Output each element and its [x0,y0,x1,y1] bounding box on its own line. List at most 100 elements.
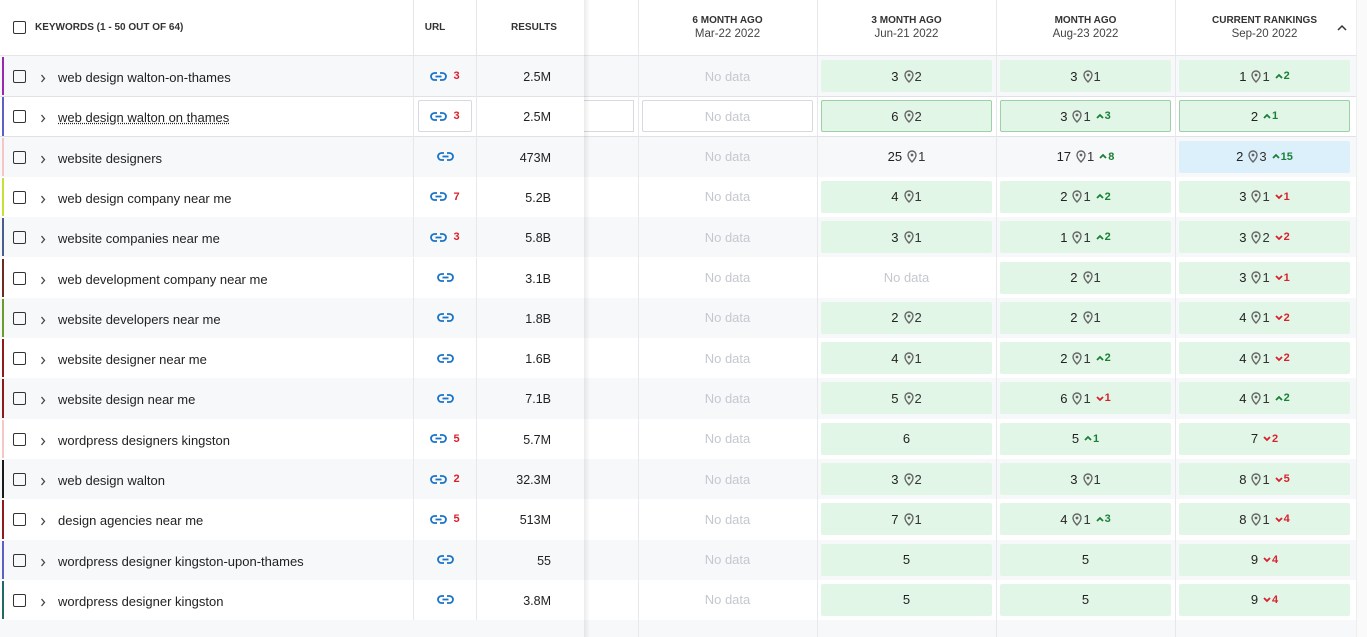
current-header[interactable]: CURRENT RANKINGS Sep-20 2022 [1175,15,1354,40]
local-pack: 1 [1251,270,1270,285]
expand-button[interactable] [40,554,46,572]
keywords-header[interactable]: KEYWORDS (1 - 50 OUT OF 64) [35,22,184,33]
keyword[interactable]: wordpress designers kingston [58,432,230,448]
url-cell[interactable] [418,584,472,616]
change-value: 2 [1283,231,1290,244]
keyword[interactable]: design agencies near me [58,513,204,529]
expand-button[interactable] [40,191,46,209]
expand-button[interactable] [40,70,46,88]
expand-chevron [40,155,46,164]
sort-icon[interactable] [1337,24,1347,32]
row-checkbox[interactable] [13,271,26,285]
keyword[interactable]: web development company near me [58,271,268,287]
expand-button[interactable] [40,513,46,531]
url-cell[interactable] [418,262,472,294]
no-data: No data [704,592,751,608]
row-checkbox[interactable] [13,311,26,325]
row-checkbox[interactable] [13,593,26,607]
results-header[interactable]: RESULTS [511,22,557,33]
rank-change: 1 [1096,392,1111,404]
row-checkbox[interactable] [13,190,26,204]
pin-count: 1 [1087,149,1095,165]
keyword[interactable]: website developers near me [58,311,221,327]
keyword[interactable]: wordpress designer kingston [58,593,224,609]
header-date: Mar-22 2022 [694,28,761,40]
keyword[interactable]: web design company near me [58,190,232,206]
link-icon [430,513,448,526]
rank: 3 [891,68,899,84]
expand-chevron-svg [41,114,46,123]
keyword[interactable]: website design near me [58,392,196,408]
row-checkbox[interactable] [13,110,26,124]
expand-button[interactable] [40,231,46,249]
row-checkbox[interactable] [13,231,26,245]
expand-button[interactable] [40,392,46,410]
three-month-header[interactable]: 3 MONTH AGO Jun-21 2022 [817,15,996,40]
url-cell[interactable]: 5 [418,423,472,455]
expand-button[interactable] [40,312,46,330]
keyword[interactable]: web design walton-on-thames [58,70,231,85]
ranking-cell: No data [642,544,813,576]
pin-count: 1 [1262,310,1270,326]
row-checkbox[interactable] [13,553,26,567]
ranking-cell: 25 1 [821,141,992,173]
results: 55 [537,553,551,568]
expand-button[interactable] [40,473,46,491]
six-month-header[interactable]: 6 MONTH AGO Mar-22 2022 [638,15,817,40]
local-pack: 1 [1082,270,1101,285]
trend-arrow [1096,113,1104,120]
expand-button[interactable] [40,433,46,451]
keyword[interactable]: web design walton on thames [58,110,230,126]
select-all-checkbox[interactable] [13,21,26,34]
expand-chevron-svg [41,396,46,405]
url-cell[interactable] [418,141,472,173]
local-pack: 2 [903,472,922,487]
link-icon [436,311,454,324]
expand-chevron-svg [41,276,46,284]
expand-button[interactable] [40,272,46,290]
row-checkbox[interactable] [13,392,26,406]
row-checkbox[interactable] [13,352,26,366]
expand-button[interactable] [40,594,46,612]
pin-icon [1251,190,1262,204]
keyword[interactable]: web design walton [58,473,165,488]
expand-button[interactable] [40,352,46,370]
expand-button[interactable] [40,110,46,128]
row-checkbox[interactable] [13,70,26,83]
row-checkbox[interactable] [13,513,26,527]
pin-count: 1 [1083,511,1091,527]
pin-icon [1251,392,1262,405]
no-data: No data [704,68,751,84]
url-cell[interactable]: 3 [418,100,472,133]
ranking-cell: 5 [821,543,992,576]
url-cell[interactable]: 5 [418,503,472,535]
keyword[interactable]: website companies near me [58,231,220,247]
keyword[interactable]: website designer near me [58,352,207,368]
ranking-cell: 2 3 15 [1179,140,1350,173]
month-header[interactable]: MONTH AGO Aug-23 2022 [996,15,1175,40]
expand-chevron [40,477,46,486]
pin-icon-svg [903,351,914,365]
url-cell[interactable]: 3 [418,221,472,253]
row-checkbox[interactable] [13,432,26,446]
url-cell[interactable]: 7 [418,181,472,213]
link-icon-svg [430,71,448,81]
pin-icon-svg [1248,150,1259,164]
row-checkbox[interactable] [13,473,26,486]
pin-count: 1 [1083,229,1091,245]
row-color-bar [2,339,4,378]
keyword[interactable]: website designers [58,150,163,166]
pin-icon [903,513,914,526]
url-cell[interactable]: 3 [418,60,472,92]
url-cell[interactable]: 2 [418,463,472,495]
url-cell[interactable] [418,302,472,334]
url-cell[interactable] [418,544,472,576]
expand-button[interactable] [40,151,46,169]
keyword[interactable]: wordpress designer kingston-upon-thames [58,553,304,569]
row-checkbox[interactable] [13,150,26,164]
url-cell[interactable] [418,382,472,414]
url-cell[interactable] [418,342,472,374]
